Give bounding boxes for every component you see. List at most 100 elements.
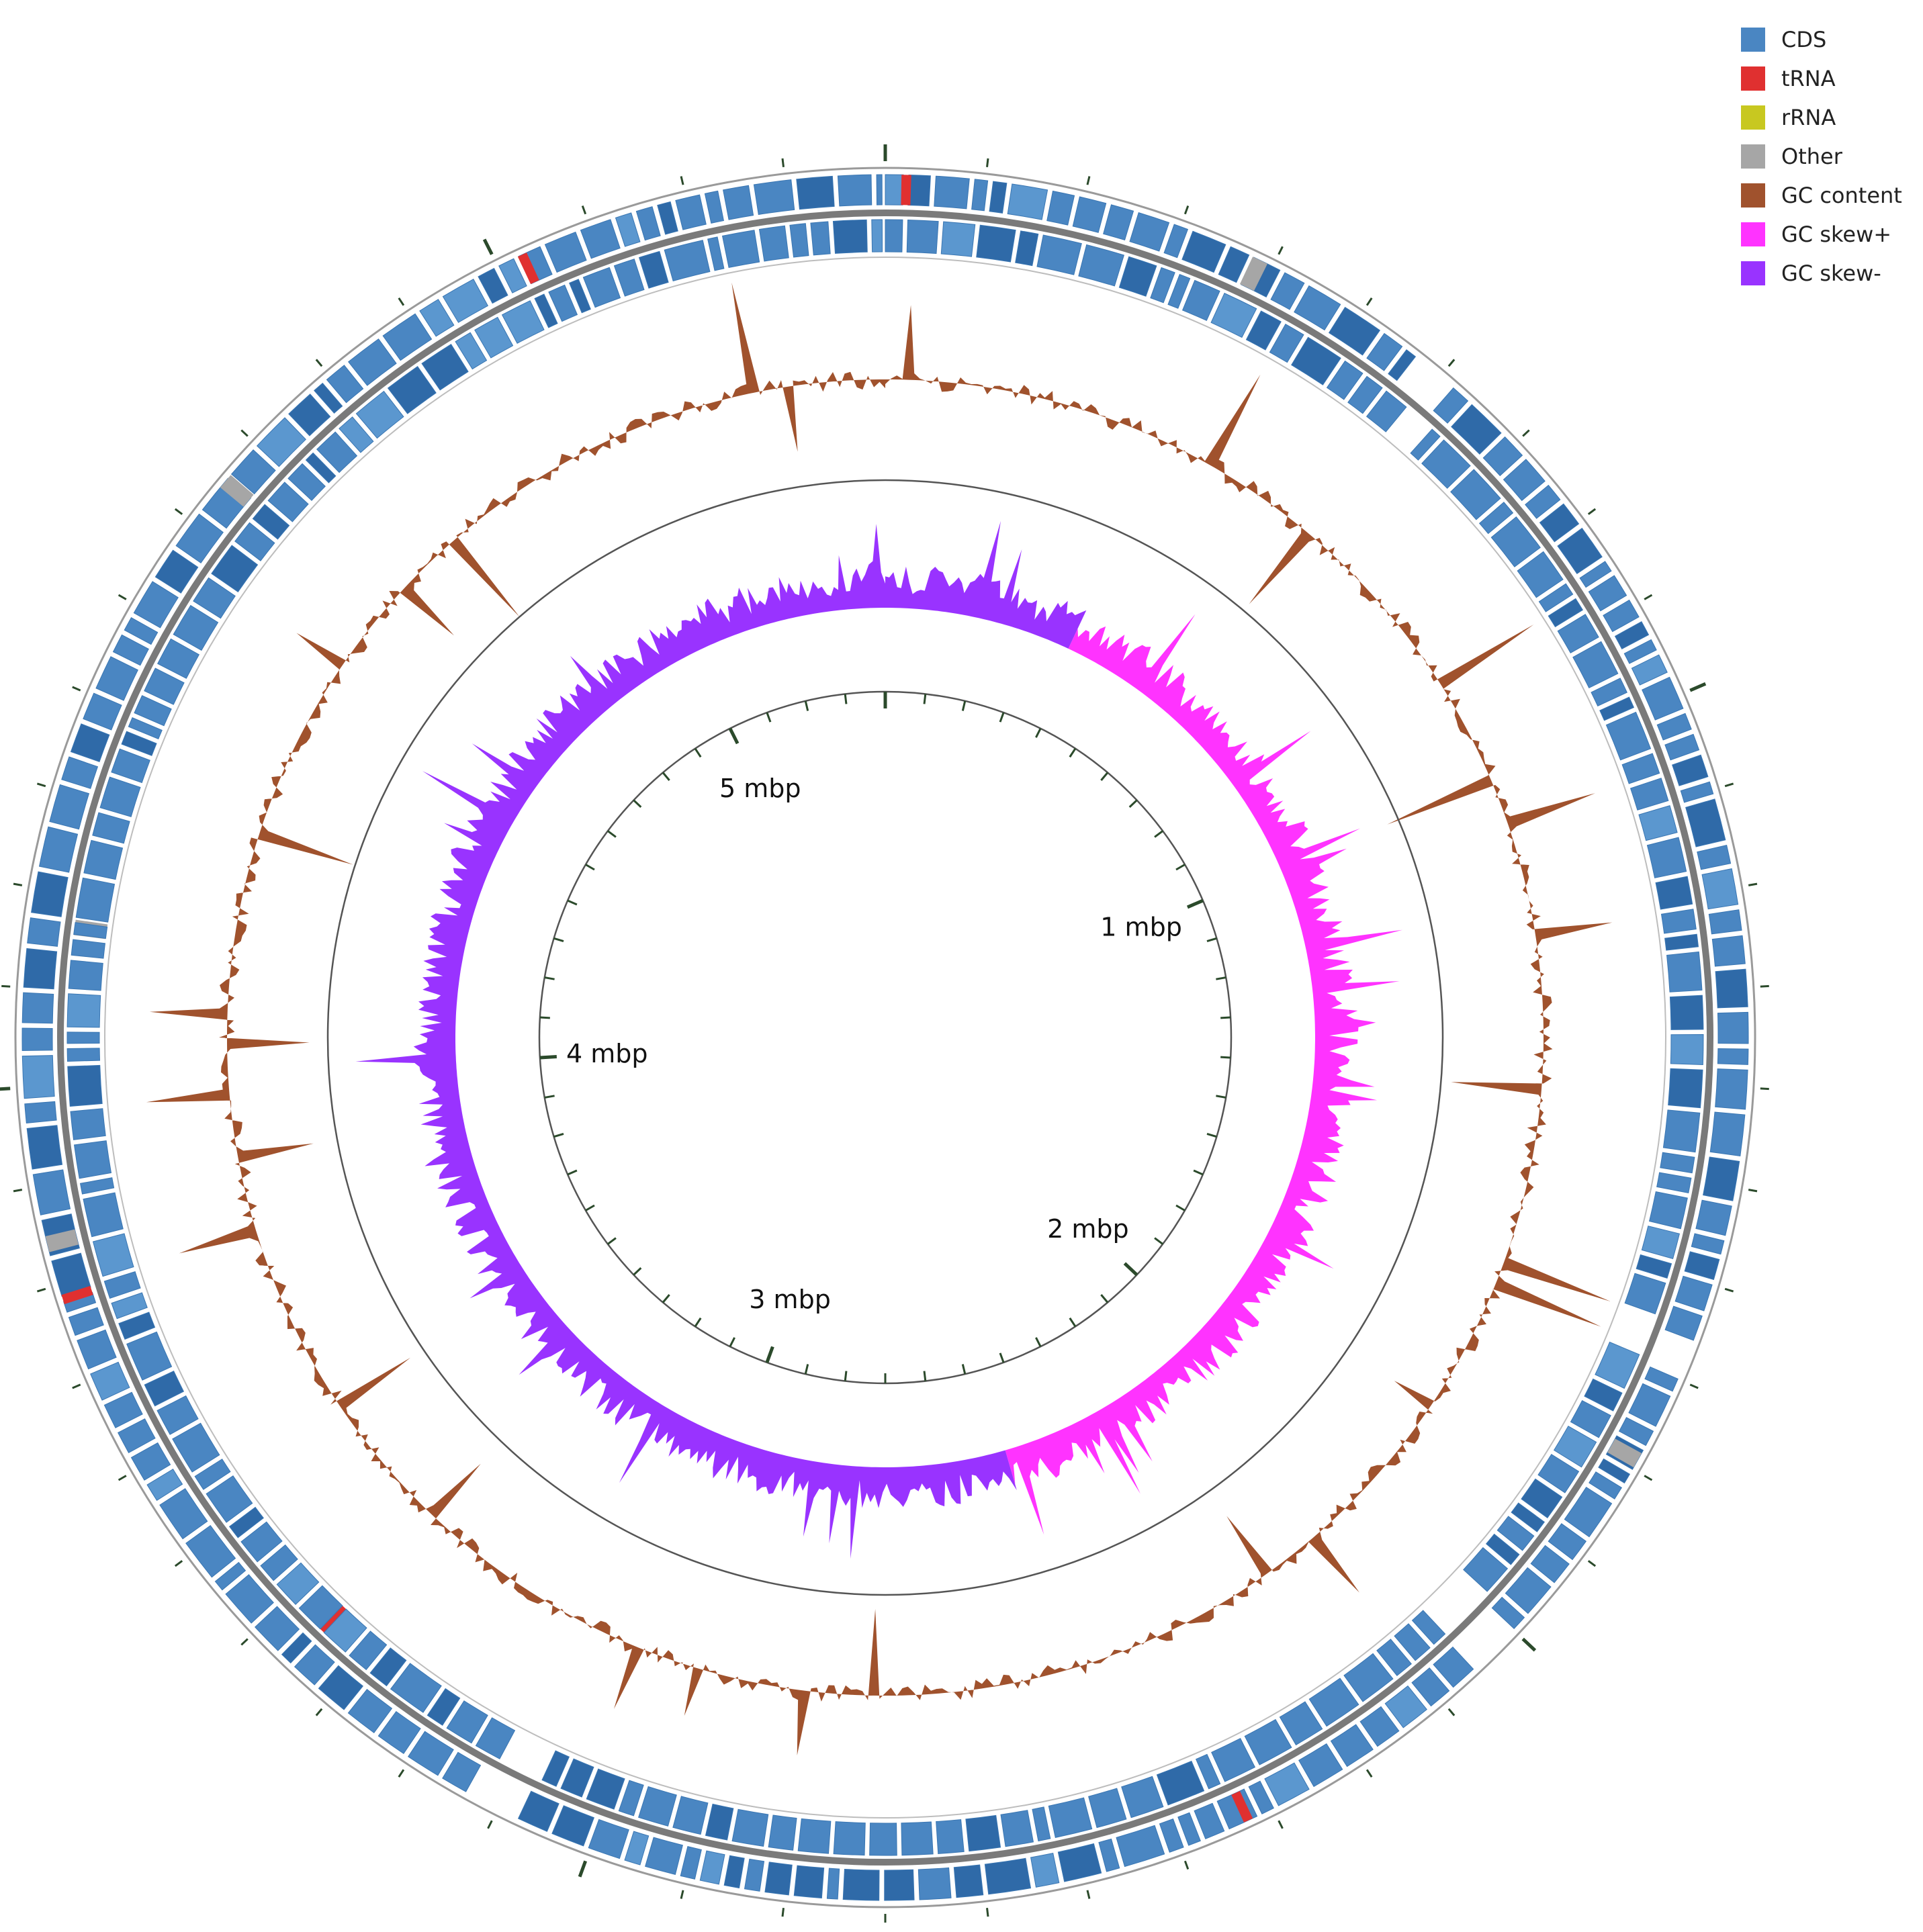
cds-reverse-gene: [390, 1663, 442, 1713]
cds-forward-gene: [989, 181, 1008, 214]
legend-item-trna: tRNA: [1741, 59, 1922, 98]
cds-forward-gene: [90, 1361, 130, 1401]
cds-forward-gene: [70, 723, 110, 762]
cds-forward-gene: [1433, 1646, 1474, 1688]
outer-tick: [240, 1638, 249, 1646]
cds-reverse-gene: [548, 284, 578, 322]
outer-ring-line: [14, 167, 1756, 1908]
cds-reverse-gene: [560, 1758, 594, 1798]
axis-minor-tick: [1035, 728, 1042, 738]
cds-reverse-gene: [126, 1331, 173, 1381]
outer-tick: [1644, 594, 1653, 600]
cds-forward-gene: [1218, 246, 1250, 283]
cds-reverse-gene: [128, 717, 163, 740]
outer-tick: [1521, 1637, 1537, 1652]
legend-label-gc-content: GC content: [1781, 183, 1902, 208]
cds-forward-gene: [680, 1846, 702, 1880]
cds-forward-gene: [1589, 1471, 1622, 1500]
cds-forward-gene: [1030, 1852, 1060, 1888]
cds-forward-gene: [254, 1606, 300, 1651]
axis-minor-tick: [585, 1204, 595, 1211]
cds-reverse-gene: [1538, 583, 1574, 612]
cds-forward-gene: [1623, 639, 1657, 664]
cds-reverse-gene: [1591, 678, 1627, 707]
cds-reverse-gene: [1463, 1547, 1509, 1592]
cds-reverse-gene: [387, 365, 437, 414]
axis-major-tick: [1123, 1262, 1138, 1277]
cds-reverse-gene: [121, 731, 157, 756]
cds-forward-gene: [1588, 575, 1627, 612]
middle-ring-line: [326, 479, 1444, 1596]
cds-forward-gene: [1680, 781, 1714, 803]
legend-label-rrna: rRNA: [1781, 105, 1836, 130]
cds-forward-track: [21, 174, 1749, 1901]
legend-label-trna: tRNA: [1781, 66, 1836, 91]
legend-label-gc-skew-pos: GC skew+: [1781, 222, 1892, 247]
cds-forward-gene: [953, 1864, 984, 1898]
outer-tick: [315, 359, 323, 367]
outer-tick: [315, 1708, 323, 1716]
cds-reverse-gene: [768, 1814, 797, 1851]
cds-forward-gene: [984, 1857, 1032, 1895]
legend-item-gc-skew-neg: GC skew-: [1741, 254, 1922, 293]
cds-reverse-gene: [316, 431, 358, 473]
outer-tick: [1278, 1820, 1284, 1829]
cds-reverse-gene: [475, 1717, 516, 1759]
cds-forward-gene: [1194, 1802, 1225, 1839]
cds-forward-gene: [1411, 1667, 1450, 1707]
legend-item-gc-content: GC content: [1741, 176, 1922, 215]
cds-reverse-gene: [1078, 244, 1124, 287]
axis-major-tick: [765, 1346, 774, 1363]
axis-minor-tick: [1220, 1056, 1231, 1059]
cds-forward-gene: [624, 1831, 650, 1866]
cds-reverse-gene: [1517, 551, 1564, 598]
cds-forward-gene: [1270, 272, 1305, 310]
cds-reverse-gene: [833, 1821, 866, 1856]
cds-reverse-track: [66, 219, 1704, 1856]
axis-minor-tick: [923, 694, 927, 704]
cds-reverse-gene: [211, 545, 259, 593]
cds-reverse-gene: [1572, 641, 1619, 689]
axis-minor-tick: [923, 1371, 927, 1381]
cds-forward-gene: [1628, 1383, 1671, 1427]
outer-tick: [1644, 1475, 1653, 1481]
cds-reverse-gene: [1048, 1797, 1093, 1838]
other-feature-marker: [1239, 257, 1267, 291]
cds-forward-gene: [744, 1858, 765, 1892]
legend-swatch-cds: [1741, 28, 1765, 52]
cds-reverse-gene: [298, 1585, 343, 1630]
axis-minor-tick: [1100, 772, 1109, 781]
cds-reverse-gene: [582, 267, 621, 308]
position-label: 3 mbp: [749, 1285, 831, 1314]
cds-forward-gene: [764, 1861, 793, 1896]
legend-item-rrna: rRNA: [1741, 98, 1922, 137]
cds-forward-gene: [645, 1837, 683, 1875]
cds-forward-gene: [294, 1644, 335, 1686]
gc-skew-negative-area: [355, 524, 1017, 1559]
cds-forward-gene: [1451, 404, 1502, 455]
cds-forward-gene: [21, 1027, 53, 1052]
cds-reverse-gene: [1376, 1639, 1412, 1676]
position-label: 1 mbp: [1100, 913, 1182, 942]
axis-minor-tick: [567, 899, 578, 906]
cds-forward-gene: [1359, 1706, 1400, 1747]
axis-major-tick: [1186, 899, 1204, 909]
cds-forward-gene: [442, 279, 489, 323]
cds-reverse-gene: [349, 1630, 388, 1671]
outer-tick: [1748, 1189, 1758, 1193]
cds-reverse-gene: [940, 221, 976, 257]
gc-skew-positive-area: [1005, 614, 1402, 1535]
axis-minor-tick: [1175, 864, 1186, 871]
cds-forward-gene: [1701, 868, 1739, 910]
axis-minor-tick: [729, 1337, 735, 1347]
cds-reverse-gene: [157, 638, 200, 679]
cds-forward-gene: [837, 174, 873, 207]
cds-forward-gene: [580, 219, 621, 259]
cds-reverse-gene: [501, 300, 545, 344]
cds-forward-gene: [68, 1307, 104, 1336]
cds-forward-gene: [225, 1574, 274, 1624]
cds-forward-gene: [21, 1055, 55, 1099]
outer-tick: [240, 429, 249, 437]
cds-reverse-gene: [260, 1544, 298, 1581]
legend-swatch-other: [1741, 144, 1765, 169]
